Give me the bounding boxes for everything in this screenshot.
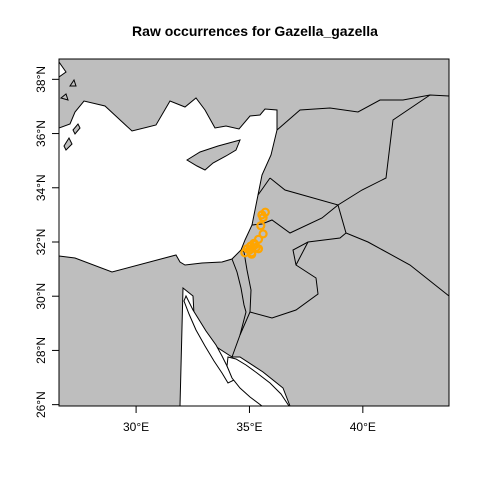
y-tick-label: 32°N [34, 229, 48, 256]
y-tick-label: 26°N [34, 391, 48, 418]
y-axis: 26°N 28°N 30°N 32°N 34°N 36°N 38°N [34, 66, 59, 418]
x-axis: 30°E 35°E 40°E [123, 406, 376, 434]
occurrence-point [257, 210, 267, 220]
occurrence-point [250, 240, 260, 250]
country-borders [231, 94, 449, 358]
x-tick-label: 30°E [123, 420, 149, 434]
aegean-islands [59, 78, 81, 151]
map-frame [58, 58, 450, 407]
x-tick-label: 35°E [236, 420, 262, 434]
occurrence-points [240, 207, 270, 259]
map-title: Raw occurrences for Gazella_gazella [132, 23, 378, 39]
land-mass [59, 59, 449, 406]
y-tick-label: 34°N [34, 174, 48, 201]
aqaba-red-sea-water [226, 356, 290, 406]
sinai-gulf-water [183, 294, 235, 384]
y-tick-label: 30°N [34, 283, 48, 310]
occurrence-point [256, 221, 266, 231]
y-tick-label: 36°N [34, 120, 48, 147]
occurrence-point [246, 241, 256, 251]
y-tick-label: 28°N [34, 337, 48, 364]
x-tick-label: 40°E [350, 420, 376, 434]
occurrence-point [258, 229, 268, 239]
y-tick-label: 38°N [34, 66, 48, 93]
cyprus-island [186, 139, 241, 171]
